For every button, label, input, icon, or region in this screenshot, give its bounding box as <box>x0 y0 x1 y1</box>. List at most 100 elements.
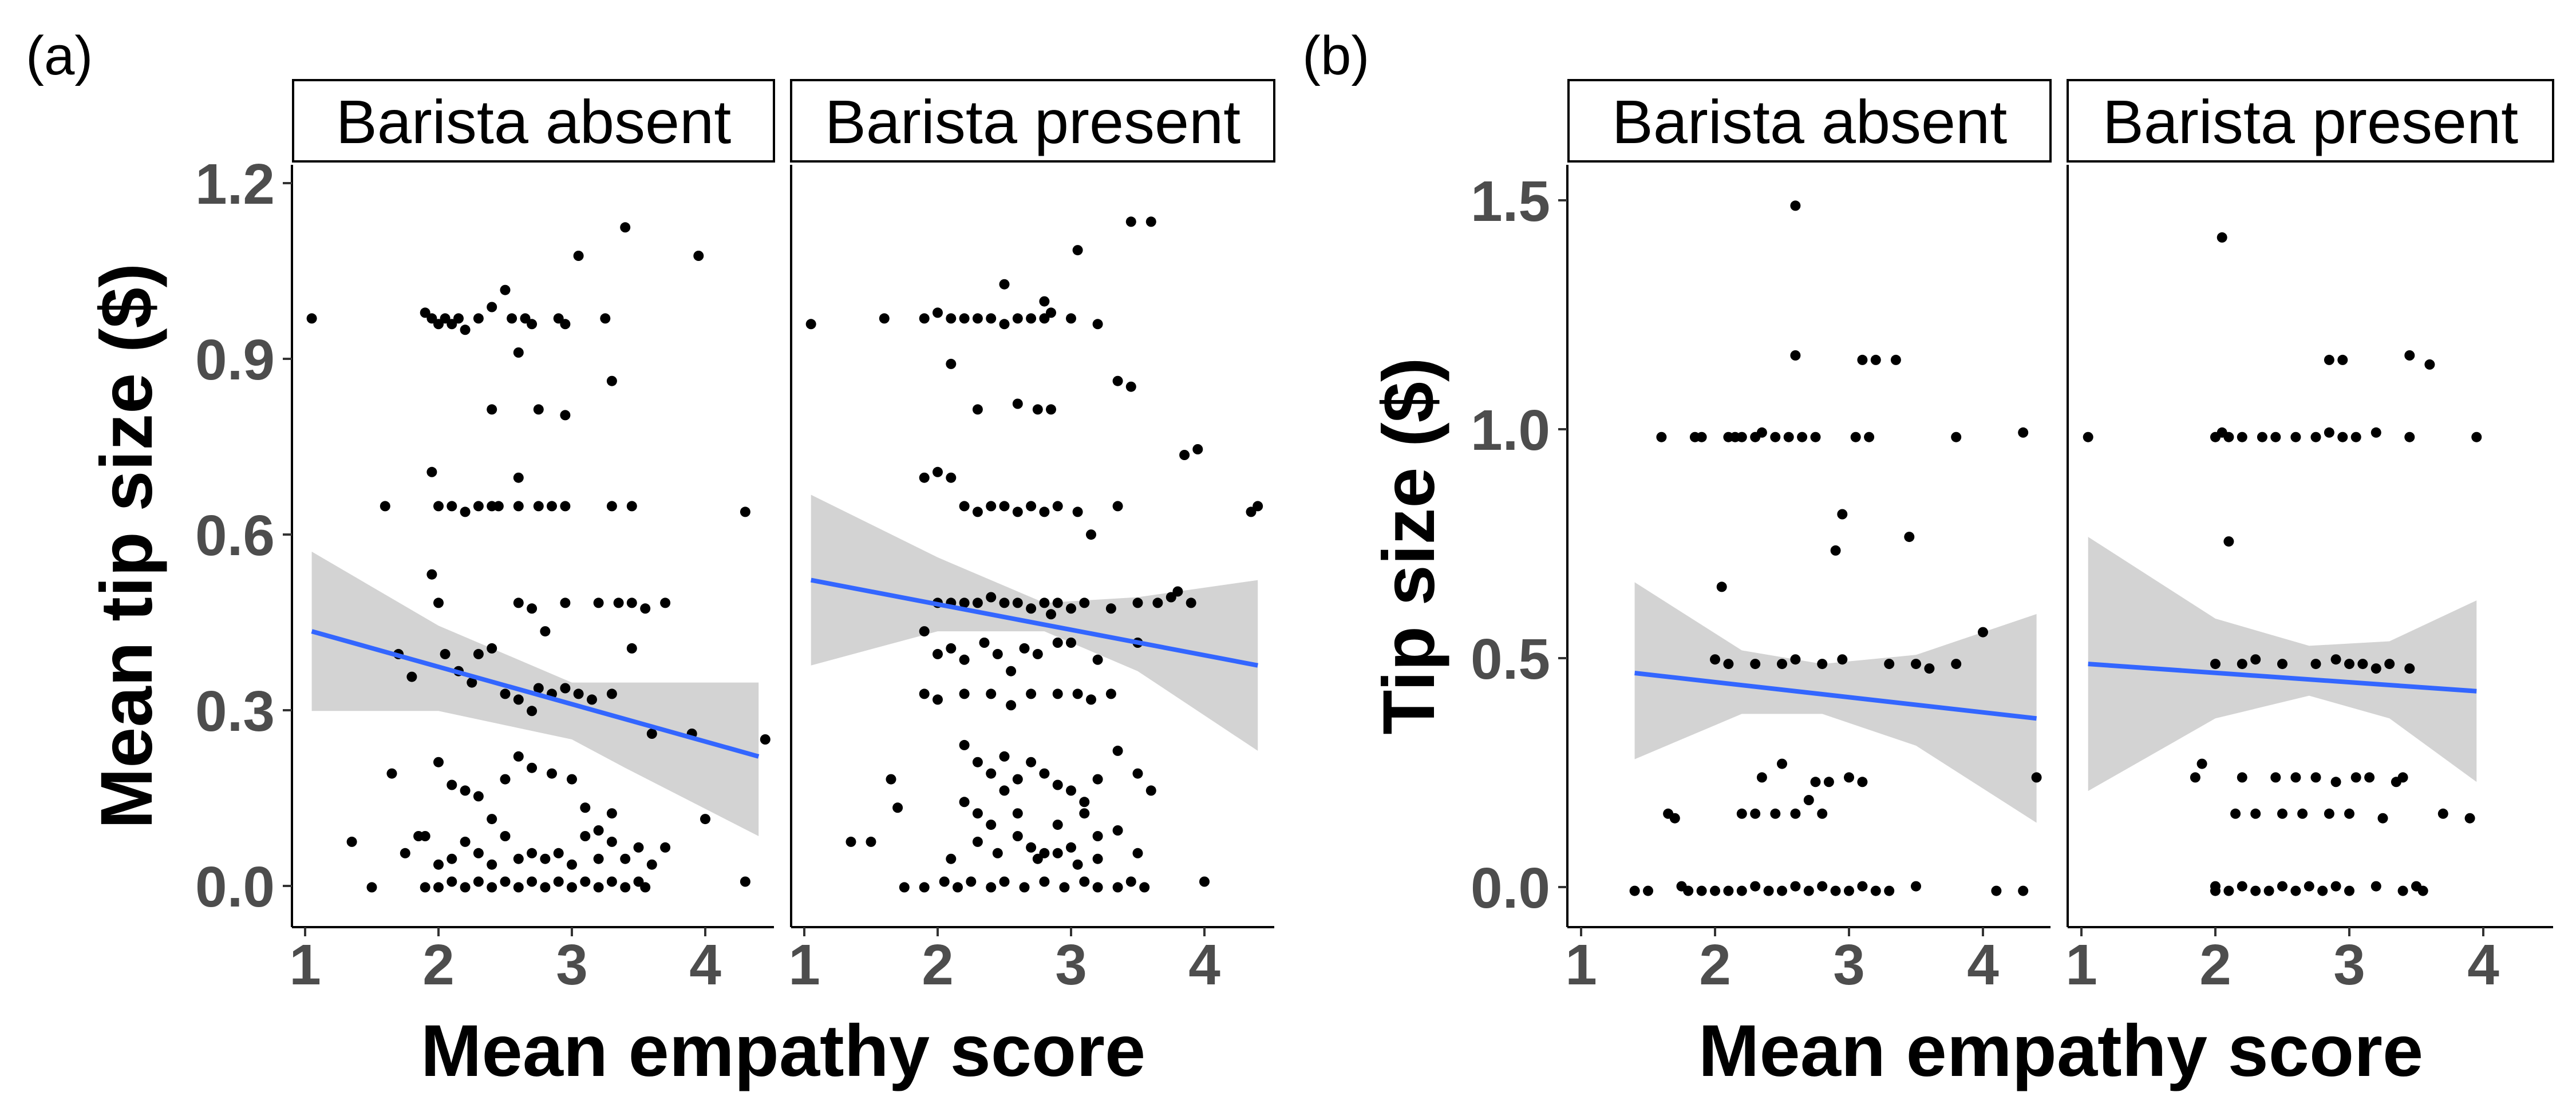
data-point <box>527 706 538 717</box>
data-point <box>553 876 564 887</box>
panel-b-x-tick-label: 1 <box>2065 933 2097 997</box>
panel-a-y-tick-label: 1.2 <box>195 152 275 216</box>
data-point <box>1179 450 1190 460</box>
data-point <box>1105 603 1116 614</box>
data-point <box>919 313 930 324</box>
data-point <box>1046 609 1056 620</box>
data-point <box>2270 772 2281 783</box>
data-point <box>2330 881 2341 892</box>
panel-a-label: (a) <box>26 25 93 86</box>
data-point <box>426 466 437 477</box>
data-point <box>547 768 557 779</box>
data-point <box>620 853 631 864</box>
data-point <box>1079 597 1090 608</box>
data-point <box>2350 432 2361 442</box>
data-point <box>573 251 584 261</box>
data-point <box>1710 885 1720 896</box>
data-point <box>933 307 943 318</box>
data-point <box>1844 772 1854 783</box>
data-point <box>1696 885 1707 896</box>
data-point <box>946 472 957 483</box>
data-point <box>1006 700 1017 711</box>
data-point <box>1112 501 1123 512</box>
data-point <box>959 597 970 608</box>
data-point <box>2237 772 2247 783</box>
data-point <box>1072 506 1083 517</box>
data-point <box>640 603 651 614</box>
data-point <box>2324 427 2334 438</box>
data-point <box>866 836 876 847</box>
panel-b-x-ticks-absent: 1 2 3 4 <box>1565 927 1999 997</box>
data-point <box>400 848 410 858</box>
data-point <box>620 222 631 233</box>
data-point <box>1857 777 1868 787</box>
data-point <box>2190 772 2200 783</box>
data-point <box>500 688 511 699</box>
data-point <box>580 802 591 813</box>
data-point <box>933 466 943 477</box>
data-point <box>2337 354 2348 365</box>
data-point <box>473 501 484 512</box>
data-point <box>513 694 524 705</box>
data-point <box>1039 506 1050 517</box>
data-point <box>447 501 457 512</box>
data-point <box>547 501 557 512</box>
data-point <box>500 876 511 887</box>
data-point <box>1026 501 1037 512</box>
data-point <box>693 251 704 261</box>
data-point <box>2324 354 2334 365</box>
data-point <box>460 785 471 796</box>
panel-b-x-tick-label: 3 <box>2333 933 2365 997</box>
data-point <box>386 768 397 779</box>
panel-b-strip-present-label: Barista present <box>2103 87 2518 156</box>
data-point <box>1059 882 1070 893</box>
data-point <box>1770 808 1781 819</box>
data-point <box>1026 688 1037 699</box>
data-point <box>2290 885 2301 896</box>
data-point <box>1777 758 1787 769</box>
panel-b-y-tick-label: 1.5 <box>1471 169 1550 234</box>
data-point <box>2237 881 2247 892</box>
data-point <box>760 734 771 745</box>
data-point <box>2404 663 2415 674</box>
data-point <box>1092 319 1103 330</box>
data-point <box>1790 350 1801 361</box>
panel-b-x-tick-label: 4 <box>1967 933 1999 997</box>
data-point <box>1019 643 1030 654</box>
data-point <box>2317 885 2328 896</box>
data-point <box>959 313 970 324</box>
data-point <box>500 831 511 841</box>
data-point <box>527 319 538 330</box>
data-point <box>487 302 497 312</box>
data-point <box>986 501 997 512</box>
data-point <box>433 597 444 608</box>
panel-a-x-tick-label: 4 <box>1188 933 1220 997</box>
data-point <box>460 506 471 517</box>
data-point <box>1046 404 1056 415</box>
panel-b-y-tick-label: 0.5 <box>1471 627 1550 691</box>
panel-a-x-tick-label: 1 <box>289 933 321 997</box>
data-point <box>2223 432 2234 442</box>
data-point <box>2277 808 2287 819</box>
data-point <box>560 319 571 330</box>
data-point <box>626 597 637 608</box>
data-point <box>1850 432 1861 442</box>
panel-a-x-tick-label: 1 <box>788 933 820 997</box>
data-point <box>966 876 977 887</box>
data-point <box>2417 885 2428 896</box>
data-point <box>1052 597 1063 608</box>
panel-b-x-ticks-present: 1 2 3 4 <box>2065 927 2499 997</box>
data-point <box>1837 654 1848 665</box>
data-point <box>1032 404 1043 415</box>
data-point <box>1837 509 1848 520</box>
data-point <box>1817 659 1828 670</box>
data-point <box>972 836 983 847</box>
data-point <box>560 501 571 512</box>
data-point <box>453 313 464 324</box>
data-point <box>919 626 930 637</box>
data-point <box>433 859 444 870</box>
data-point <box>740 876 750 887</box>
data-point <box>1750 881 1761 892</box>
data-point <box>533 404 544 415</box>
data-point <box>1924 663 1935 674</box>
